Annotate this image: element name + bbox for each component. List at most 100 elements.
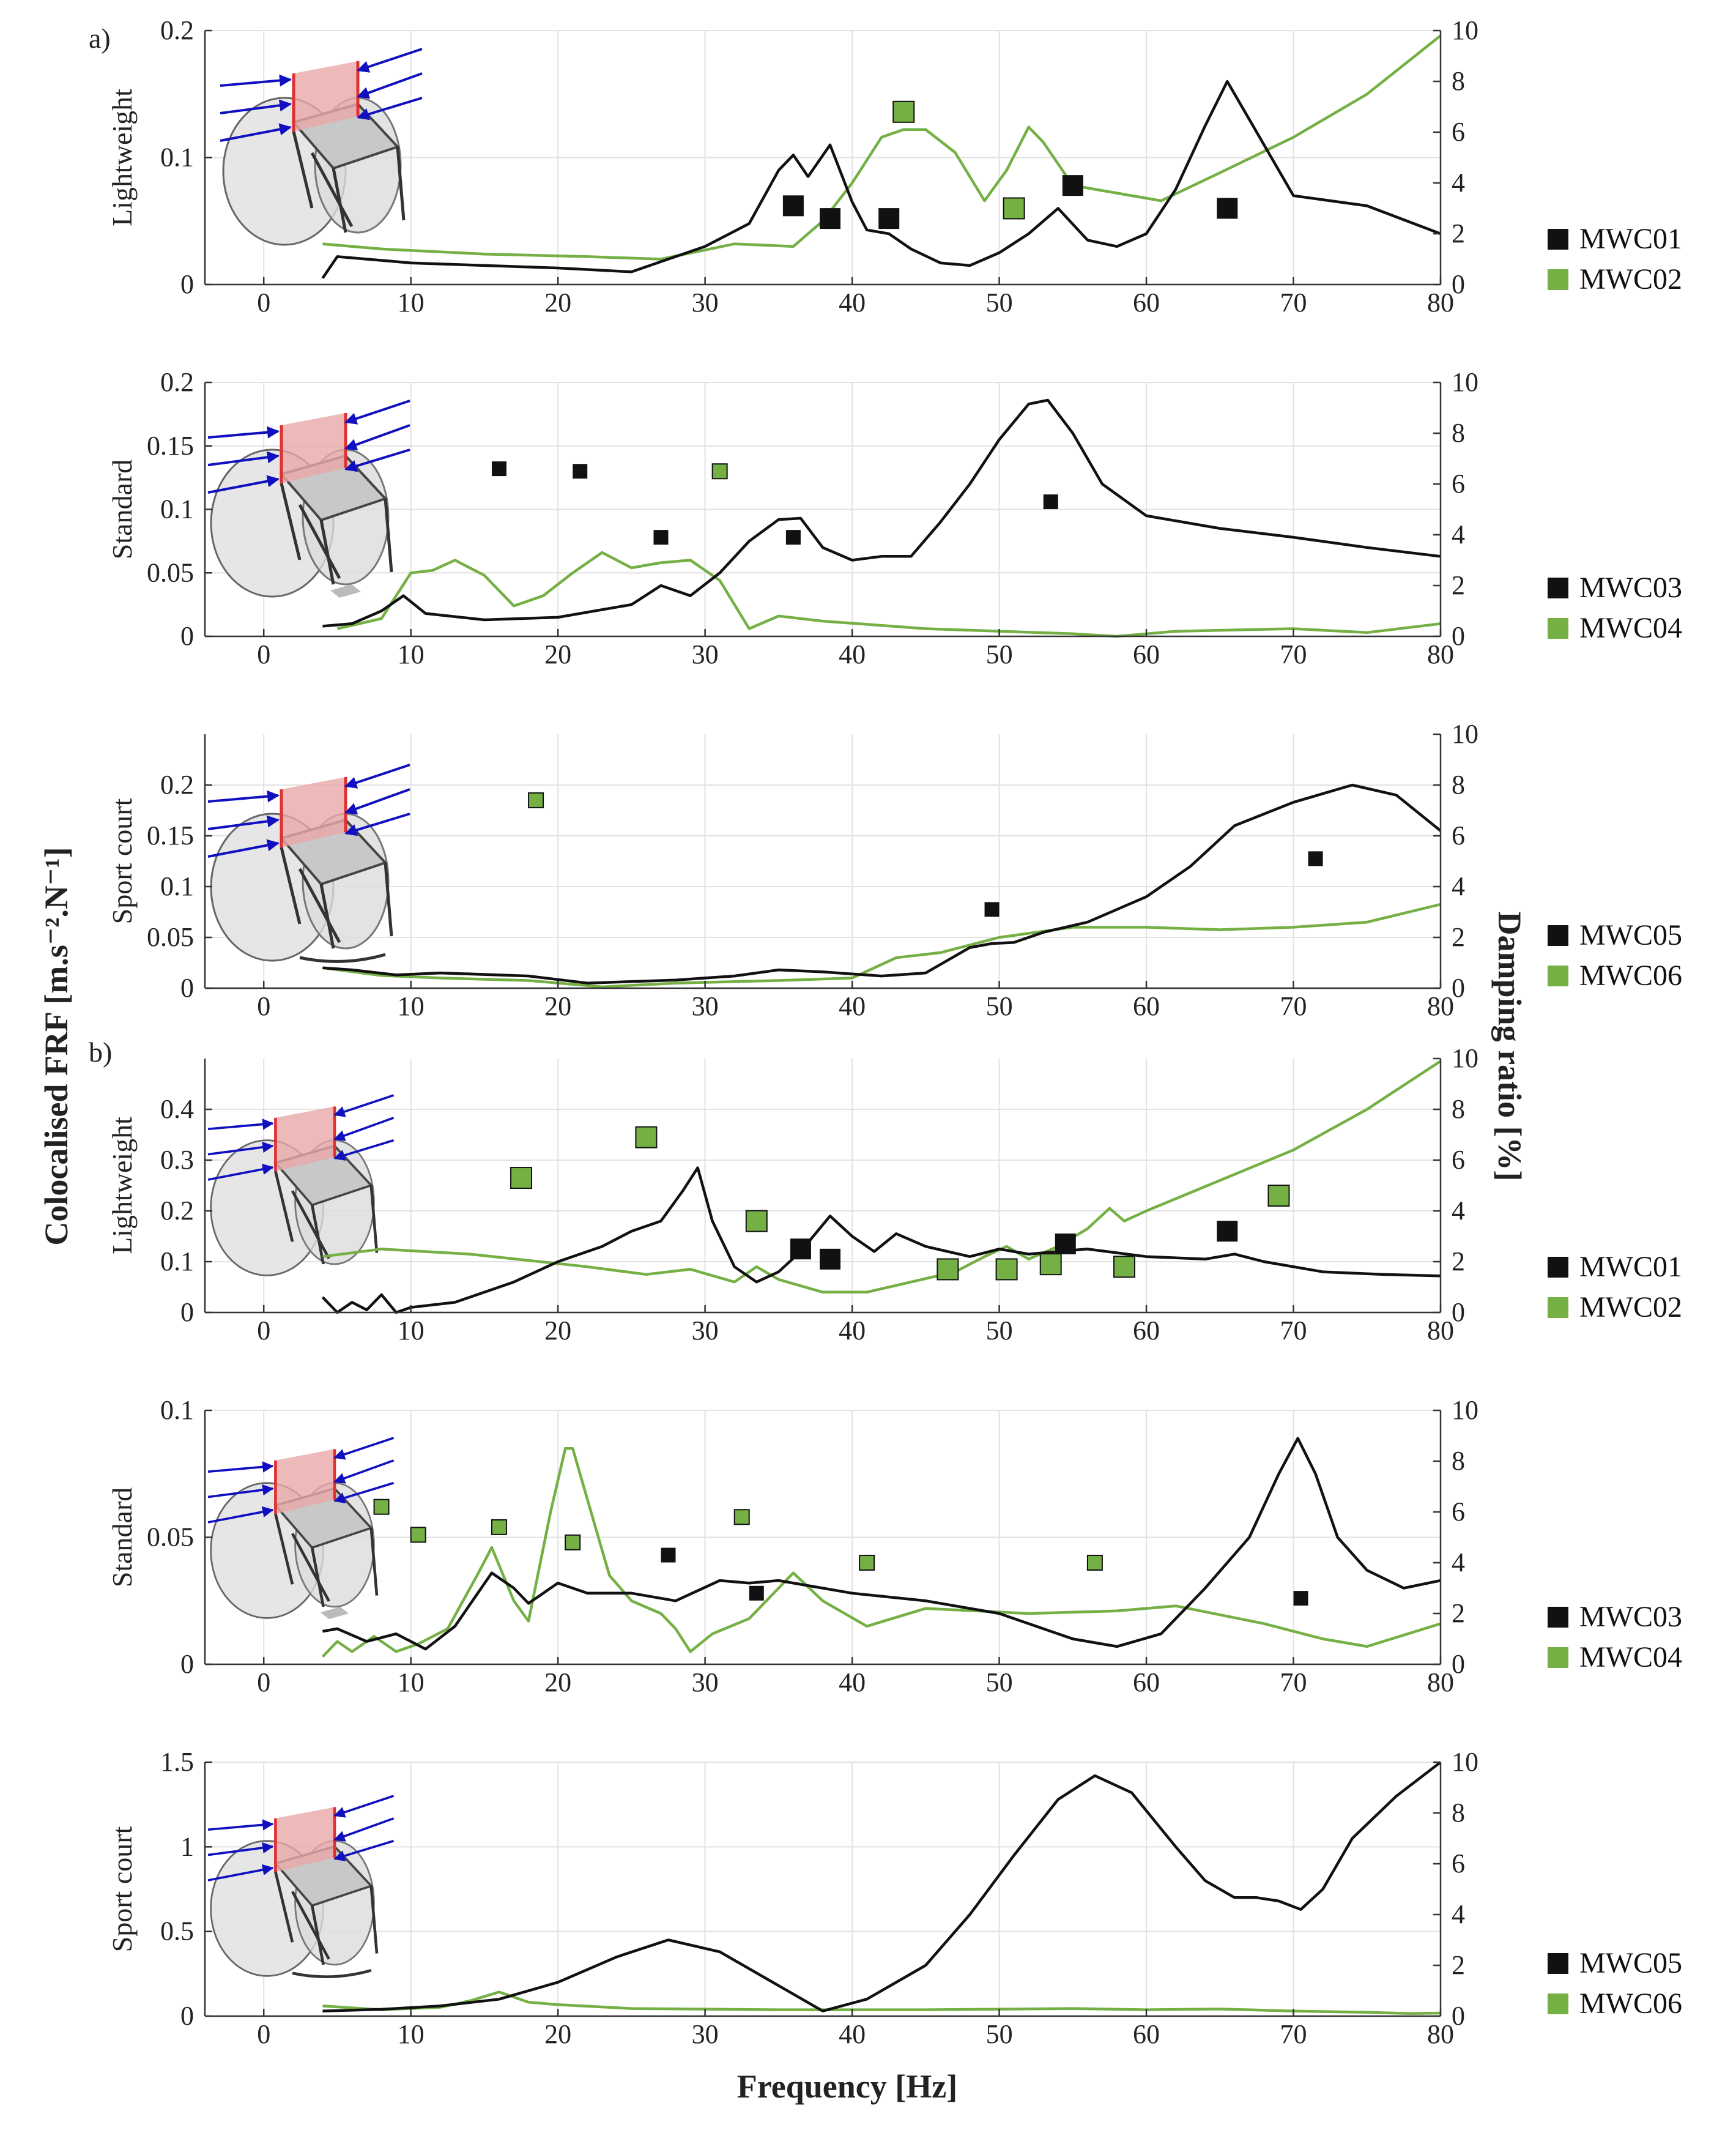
y2-tick-label: 6 [1452, 1848, 1465, 1878]
legend-swatch-green [1548, 618, 1568, 639]
y2-tick-label: 2 [1452, 570, 1465, 600]
damping-marker-green [859, 1555, 875, 1571]
y2-tick-label: 8 [1452, 770, 1465, 800]
force-arrow [207, 451, 280, 466]
y-tick-label: 0.05 [147, 1522, 194, 1552]
x-tick-label: 80 [1427, 288, 1454, 318]
damping-marker-black [1293, 1591, 1308, 1606]
damping-marker-black [1043, 494, 1058, 510]
force-arrow [357, 48, 423, 73]
damping-marker-black [1055, 1233, 1076, 1254]
damping-marker-green [410, 1527, 426, 1543]
force-arrow [220, 74, 292, 87]
x-tick-label: 60 [1133, 1316, 1160, 1346]
x-tick-label: 60 [1133, 639, 1160, 669]
force-arrow [344, 788, 410, 815]
x-tick-label: 10 [398, 991, 425, 1021]
x-tick-label: 60 [1133, 288, 1160, 318]
frf-line [321, 80, 1441, 279]
x-tick-label: 60 [1133, 2019, 1160, 2049]
x-tick-label: 50 [986, 1316, 1013, 1346]
damping-marker-black [878, 208, 900, 229]
y2-tick-label: 6 [1452, 117, 1465, 147]
force-arrow [344, 424, 410, 451]
backrest-panel [281, 413, 346, 483]
y2-tick-label: 2 [1452, 1950, 1465, 1980]
legend-swatch-black [1548, 229, 1568, 250]
force-arrow [344, 813, 410, 836]
y2-tick-label: 0 [1452, 2001, 1465, 2031]
y2-tick-label: 4 [1452, 1899, 1465, 1929]
x-tick-label: 70 [1280, 2019, 1307, 2049]
y2-tick-label: 8 [1452, 418, 1465, 448]
x-tick-label: 70 [1280, 1667, 1307, 1697]
y-tick-label: 0.15 [147, 821, 194, 851]
force-arrow [333, 1817, 395, 1842]
force-arrow [333, 1459, 395, 1484]
footrest-shape [292, 1968, 372, 1979]
x-tick-label: 20 [544, 1316, 571, 1346]
x-tick-label: 20 [544, 1667, 571, 1697]
legend-swatch-green [1548, 966, 1568, 986]
damping-ratio-line [322, 1060, 1442, 1294]
y2-tick-label: 10 [1452, 367, 1478, 397]
y2-tick-label: 4 [1452, 519, 1465, 549]
x-tick-label: 30 [692, 1667, 719, 1697]
damping-marker-black [653, 530, 669, 545]
legend-label: MWC05 [1579, 919, 1682, 951]
damping-marker-green [995, 1258, 1018, 1281]
frf-line [322, 783, 1442, 985]
row-label: Sport court [106, 1826, 138, 1952]
y2-tick-label: 10 [1452, 1747, 1478, 1777]
legend-label: MWC01 [1579, 223, 1682, 255]
row-label: Lightweight [106, 1117, 138, 1254]
force-arrow [333, 1481, 395, 1504]
chart-panel: 0 10 20 30 40 50 60 70 8000.10.20246810Lightweig… [106, 15, 1682, 318]
damping-ratio-line [336, 551, 1441, 638]
damping-marker-black [1217, 1221, 1238, 1242]
x-tick-label: 40 [839, 1316, 866, 1346]
damping-marker-green [937, 1258, 959, 1281]
x-tick-label: 0 [257, 288, 270, 318]
frame-lines [292, 131, 406, 233]
damping-marker-black [790, 1238, 811, 1260]
y2-tick-label: 2 [1452, 218, 1465, 248]
x-tick-label: 80 [1427, 1316, 1454, 1346]
force-arrow [207, 1506, 274, 1524]
y-tick-label: 0.1 [160, 871, 194, 901]
y-left-title: Colocalised FRF [m.s⁻².N⁻¹] [38, 847, 75, 1245]
legend-swatch-green [1548, 1297, 1568, 1318]
backrest-panel [275, 1449, 335, 1514]
row-label: Standard [106, 1487, 138, 1588]
x-tick-label: 30 [692, 639, 719, 669]
force-arrow [207, 1163, 274, 1181]
damping-marker-green [1267, 1185, 1290, 1207]
part-a-label: a) [89, 23, 111, 54]
y2-tick-label: 8 [1452, 1798, 1465, 1828]
y2-tick-label: 6 [1452, 1145, 1465, 1175]
panels: 0 10 20 30 40 50 60 70 8000.10.20246810Lightweig… [106, 15, 1682, 2049]
force-arrow [207, 1842, 274, 1856]
legend-swatch-black [1548, 578, 1568, 598]
x-tick-label: 0 [257, 1316, 270, 1346]
x-tick-label: 30 [692, 991, 719, 1021]
damping-marker-black [661, 1547, 676, 1563]
wheelchair-icon [207, 1437, 395, 1620]
y2-tick-label: 2 [1452, 922, 1465, 952]
x-tick-label: 80 [1427, 639, 1454, 669]
force-arrow [207, 1819, 274, 1831]
footrest-shape [321, 1607, 349, 1620]
x-tick-label: 10 [398, 1667, 425, 1697]
force-arrow [207, 790, 280, 803]
y2-tick-label: 0 [1452, 1649, 1465, 1679]
y-tick-label: 0.3 [160, 1145, 194, 1175]
legend-label: MWC03 [1579, 1601, 1682, 1633]
wheelchair-icon [207, 1094, 395, 1276]
x-tick-label: 20 [544, 2019, 571, 2049]
legend-swatch-black [1548, 1953, 1568, 1974]
row-label: Lightweight [106, 89, 138, 226]
y2-tick-label: 10 [1452, 719, 1478, 749]
legend-swatch-green [1548, 269, 1568, 290]
force-arrow [220, 123, 292, 142]
y-tick-label: 0.2 [160, 367, 194, 397]
